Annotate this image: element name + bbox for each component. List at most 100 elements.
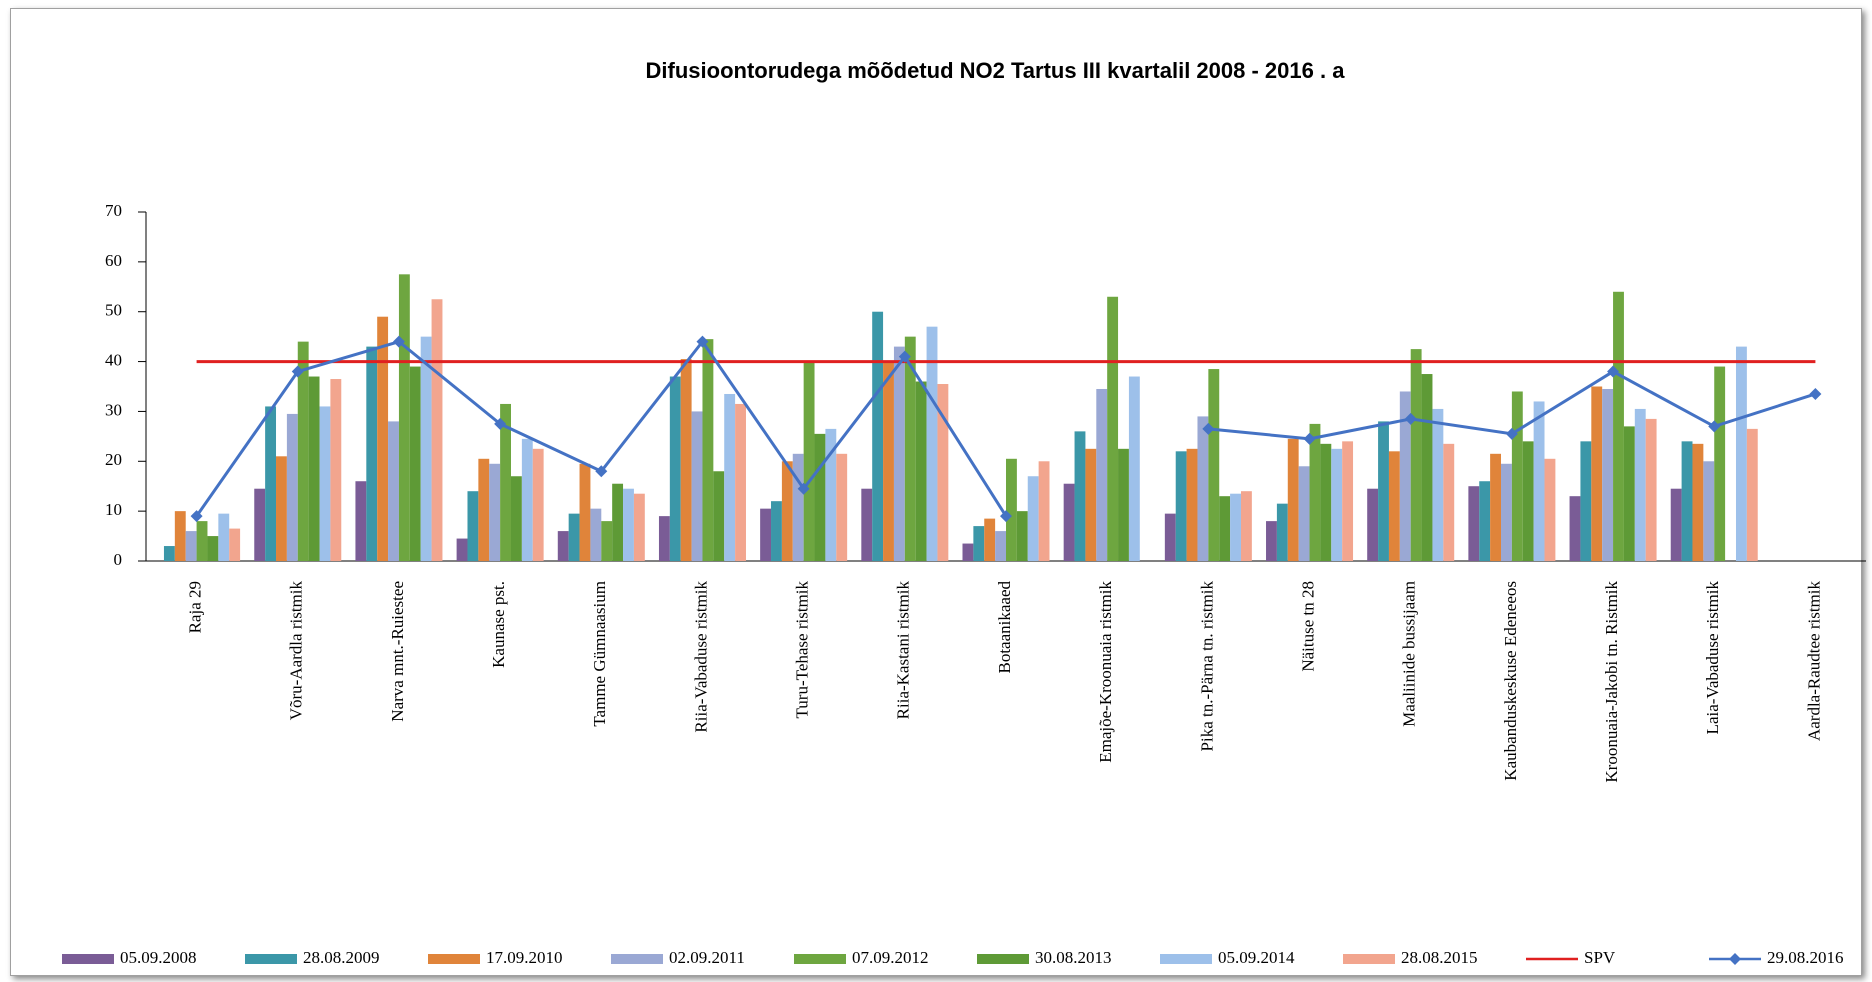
bar (691, 411, 703, 561)
bar (883, 361, 894, 561)
bar (814, 433, 826, 561)
legend-swatch (794, 954, 846, 964)
y-tick-label: 20 (105, 450, 122, 469)
bar (669, 376, 681, 561)
bar (308, 376, 320, 561)
line-marker (392, 335, 405, 348)
bar (1432, 408, 1444, 561)
x-tick-label: Botaanikaaed (995, 581, 1014, 674)
bar (1298, 466, 1310, 561)
bar (1591, 386, 1603, 561)
bar (633, 493, 645, 561)
bar (1309, 423, 1321, 561)
bar (1096, 388, 1108, 561)
bar (1320, 443, 1332, 561)
y-tick-label: 50 (105, 301, 122, 320)
line-marker (1708, 420, 1721, 433)
bar (163, 546, 175, 561)
bar (409, 366, 421, 561)
bar (1085, 448, 1097, 561)
legend-label: 05.09.2014 (1218, 948, 1295, 967)
x-tick-label: Emajõe-Kroonuaia ristmik (1096, 581, 1115, 763)
bar (1735, 346, 1747, 561)
legend-swatch (977, 954, 1029, 964)
bar (590, 508, 602, 561)
bar (185, 531, 197, 561)
bar (872, 311, 884, 561)
bar (904, 336, 916, 561)
bar (1421, 374, 1433, 561)
line-marker (1505, 427, 1518, 440)
bar (431, 299, 443, 561)
bar (1511, 391, 1523, 561)
bar (1107, 296, 1119, 561)
bar (893, 346, 905, 561)
bar (1490, 453, 1502, 561)
bar (467, 491, 479, 561)
line-marker (291, 365, 304, 378)
x-tick-label: Kaubanduskeskuse Edeneeos (1501, 581, 1520, 781)
bar (532, 448, 544, 561)
legend-label: 07.09.2012 (852, 948, 929, 967)
bar (735, 403, 746, 561)
y-tick-label: 70 (105, 201, 122, 220)
bar (568, 513, 580, 561)
bar (330, 379, 342, 561)
line-marker (797, 482, 810, 495)
bar (229, 528, 241, 561)
bar (612, 483, 624, 561)
x-tick-label: Turu-Tehase ristmik (793, 581, 812, 719)
bar (1623, 426, 1635, 561)
bar (836, 453, 848, 561)
line-marker (696, 335, 709, 348)
y-tick-label: 40 (105, 350, 122, 369)
bar (1016, 511, 1028, 561)
bar (1681, 441, 1693, 561)
bar (1219, 496, 1231, 561)
bar (489, 463, 501, 561)
bar (1613, 291, 1624, 561)
bar (1331, 448, 1343, 561)
bar (1186, 448, 1198, 561)
bar (196, 521, 208, 561)
bar (1703, 461, 1715, 561)
bar (1276, 503, 1288, 561)
bar (456, 538, 468, 561)
bar (760, 508, 772, 561)
legend-marker (1729, 953, 1741, 965)
x-tick-label: Aardla-Raudtee ristmik (1804, 581, 1823, 742)
bar (984, 518, 996, 561)
bar (319, 406, 331, 561)
bar (1074, 431, 1086, 561)
bar (1399, 391, 1411, 561)
bar (254, 488, 266, 561)
bar (658, 516, 670, 561)
bar (1602, 388, 1614, 561)
bar (1533, 401, 1545, 561)
legend-swatch (245, 954, 297, 964)
bar (915, 381, 927, 561)
bar (792, 453, 804, 561)
bar (1544, 458, 1556, 561)
bar (937, 384, 949, 561)
bar (1714, 366, 1726, 561)
x-tick-label: Võru-Aardla ristmik (287, 581, 306, 721)
x-tick-label: Riia-Vabaduse ristmik (691, 581, 710, 733)
bar (510, 476, 522, 561)
bar (366, 346, 378, 561)
bar (680, 359, 692, 561)
bar (398, 274, 410, 561)
bar (579, 463, 591, 561)
line-marker (595, 465, 608, 478)
x-tick-label: Maaliinide bussijaam (1400, 581, 1419, 727)
bar (1208, 369, 1220, 561)
bar (1670, 488, 1682, 561)
bar (388, 421, 399, 561)
bar (1342, 441, 1354, 561)
bar (1006, 458, 1017, 561)
y-tick-label: 30 (105, 400, 122, 419)
bar (1443, 443, 1455, 561)
bar (1479, 481, 1491, 561)
